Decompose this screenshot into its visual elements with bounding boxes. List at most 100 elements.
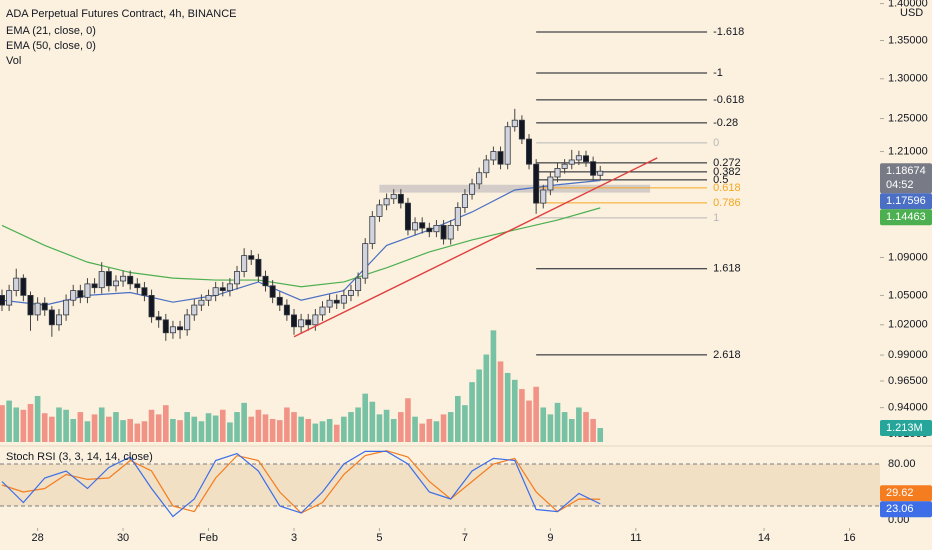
- candle-body: [255, 258, 262, 277]
- volume-bar: [319, 421, 326, 442]
- candle-body: [148, 294, 155, 318]
- volume-bar: [376, 414, 383, 442]
- value-box-label: 29.62: [886, 487, 914, 499]
- fib-label: 2.618: [713, 349, 741, 361]
- volume-bar: [255, 409, 262, 442]
- value-box-label: 1.213M: [886, 422, 923, 434]
- y-tick-label: 1.09000: [888, 251, 928, 263]
- volume-bar: [497, 361, 504, 442]
- volume-bar: [547, 414, 554, 442]
- y-tick-label: 0.96500: [888, 375, 928, 387]
- candle-body: [91, 283, 98, 289]
- volume-bar: [155, 414, 162, 442]
- volume-bar: [34, 395, 41, 442]
- y-tick-label: 1.40000: [888, 0, 928, 10]
- value-box: [880, 485, 932, 502]
- volume-bar: [433, 421, 440, 442]
- volume-bar: [84, 421, 91, 442]
- candle-body: [561, 163, 568, 169]
- volume-bar: [91, 414, 98, 442]
- fib-label: -1.618: [713, 26, 744, 38]
- candle-body: [305, 319, 312, 326]
- x-tick-label: Feb: [199, 532, 218, 544]
- y-tick-label: 1.25000: [888, 112, 928, 124]
- candle-body: [141, 287, 148, 296]
- candle-body: [162, 319, 169, 334]
- currency-label: USD: [900, 7, 923, 19]
- volume-bar: [576, 407, 582, 442]
- candle-body: [554, 168, 561, 178]
- volume-bar: [219, 409, 226, 442]
- volume-bar: [533, 386, 539, 442]
- candle-body: [490, 151, 497, 161]
- candle-body: [198, 299, 205, 306]
- candle-body: [226, 283, 233, 291]
- candle-body: [419, 222, 426, 229]
- legend-entry: EMA (50, close, 0): [6, 40, 96, 52]
- volume-bar: [511, 379, 518, 442]
- volume-bar: [205, 413, 212, 442]
- value-box: [880, 501, 932, 518]
- fib-label: 0: [713, 137, 719, 149]
- volume-bar: [70, 418, 77, 442]
- volume-bar: [469, 382, 475, 442]
- x-tick-label: 7: [462, 532, 468, 544]
- candle-body: [483, 159, 490, 174]
- candle-body: [34, 302, 41, 316]
- candle-body: [269, 285, 276, 298]
- value-box: [880, 420, 932, 437]
- volume-bar: [49, 416, 55, 442]
- volume-bar: [504, 372, 511, 442]
- candle-body: [283, 304, 290, 316]
- candle-body: [518, 119, 525, 140]
- candle-body: [319, 306, 326, 316]
- volume-bar: [440, 414, 447, 442]
- candle-body: [13, 277, 20, 291]
- volume-bar: [341, 416, 347, 442]
- volume-bar: [419, 423, 425, 442]
- volume-bar: [6, 400, 12, 442]
- volume-bar: [476, 369, 482, 442]
- candle-body: [461, 193, 468, 208]
- candle-body: [347, 290, 354, 296]
- x-tick-label: 28: [31, 532, 43, 544]
- candle-body: [177, 326, 184, 331]
- x-tick-label: 5: [376, 532, 382, 544]
- volume-bar: [355, 407, 361, 442]
- y-tick-label: 1.02000: [888, 319, 928, 331]
- candle-body: [191, 304, 198, 316]
- zone: [379, 184, 651, 193]
- fib-label: 1.618: [713, 263, 741, 275]
- overlay: ADA Perpetual Futures Contract, 4h, BINA…: [6, 0, 932, 544]
- volume-bar: [519, 389, 525, 442]
- volume-bar: [191, 416, 198, 442]
- rsi-band: [0, 464, 880, 506]
- candle-body: [63, 299, 70, 316]
- candle-body: [575, 155, 582, 161]
- candle-body: [219, 287, 226, 291]
- candle-body: [55, 314, 62, 326]
- volume-bar: [177, 420, 183, 442]
- candle-body: [27, 294, 34, 316]
- candle-body: [262, 275, 269, 287]
- candle-body: [6, 290, 13, 306]
- volume-bar: [63, 409, 69, 442]
- candle-body: [112, 280, 119, 287]
- candle-body: [355, 277, 362, 291]
- candle-body: [533, 163, 540, 204]
- volume-bar: [27, 404, 34, 442]
- candle-body: [41, 302, 48, 311]
- y-tick-label: 0.94000: [888, 402, 928, 414]
- candle-body: [511, 119, 518, 128]
- x-tick-label: 16: [843, 532, 855, 544]
- value-box: [880, 163, 932, 194]
- volume-bar: [398, 412, 404, 442]
- fib-label: 0.618: [713, 182, 741, 194]
- candle-body: [440, 225, 447, 240]
- candle-body: [48, 309, 55, 326]
- value-box-label: 1.18674: [886, 165, 926, 177]
- volume-bar: [291, 412, 297, 442]
- candle-body: [312, 314, 319, 326]
